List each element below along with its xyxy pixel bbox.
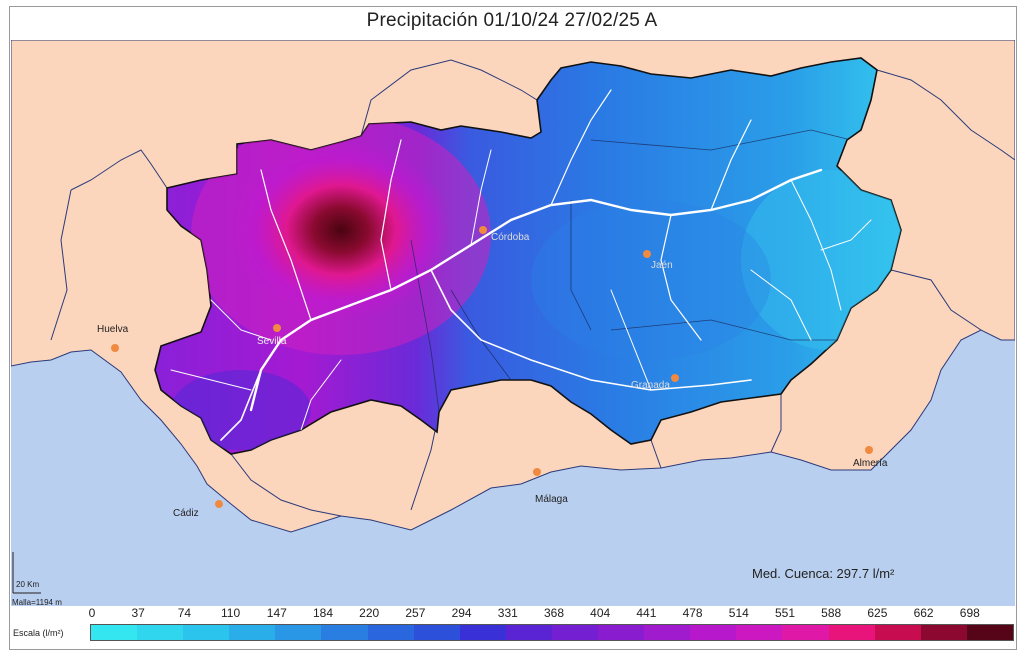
- legend-value: 441: [636, 606, 657, 620]
- city-cadiz[interactable]: Cádiz: [173, 500, 223, 519]
- scale-km-label: 20 Km: [16, 580, 40, 589]
- legend-value: 294: [451, 606, 472, 620]
- legend-swatch: [920, 625, 967, 640]
- precipitation-basin: [154, 57, 902, 455]
- legend-color-bar: [90, 624, 1014, 641]
- city-sevilla[interactable]: Sevilla: [257, 324, 287, 347]
- city-label-granada: Granada: [631, 380, 670, 391]
- legend-swatch: [413, 625, 460, 640]
- legend-value: 184: [312, 606, 334, 620]
- city-label-malaga: Málaga: [535, 494, 568, 505]
- legend-value: 551: [774, 606, 796, 620]
- legend-value: 698: [959, 606, 980, 620]
- legend-value: 37: [131, 606, 145, 620]
- city-label-sevilla: Sevilla: [257, 336, 287, 347]
- legend-value: 220: [359, 606, 380, 620]
- city-label-almeria: Almería: [853, 458, 888, 469]
- legend-swatch: [966, 625, 1013, 640]
- legend-swatch: [551, 625, 599, 640]
- city-cordoba[interactable]: Córdoba: [479, 226, 530, 243]
- legend-value: 331: [497, 606, 518, 620]
- scale-bar: [12, 552, 41, 594]
- legend-value: 662: [913, 606, 934, 620]
- legend-value: 0: [88, 606, 96, 620]
- legend-swatch: [828, 625, 875, 640]
- legend-swatch: [183, 625, 230, 640]
- legend-value: 404: [590, 606, 611, 620]
- city-label-cordoba: Córdoba: [491, 232, 530, 243]
- legend-value: 514: [728, 606, 749, 620]
- legend-value: 74: [177, 606, 192, 620]
- map-area: Huelva Sevilla Córdoba Jaén Granada Alme…: [11, 40, 1015, 606]
- legend-swatch: [505, 625, 552, 640]
- legend-title: Escala (l/m²): [13, 628, 64, 638]
- province-borders: [50, 59, 1015, 517]
- city-label-cadiz: Cádiz: [173, 508, 199, 519]
- map-title: Precipitación 01/10/24 27/02/25 A: [366, 10, 658, 31]
- legend-swatch: [459, 625, 506, 640]
- legend-swatch: [874, 625, 921, 640]
- legend-value: 257: [405, 606, 426, 620]
- city-label-jaen: Jaén: [651, 260, 673, 271]
- city-almeria[interactable]: Almería: [853, 446, 888, 469]
- city-huelva[interactable]: Huelva: [97, 324, 129, 352]
- legend-swatch: [229, 625, 276, 640]
- city-markers: Huelva Sevilla Córdoba Jaén Granada Alme…: [97, 226, 888, 519]
- legend-value: 588: [821, 606, 842, 620]
- city-label-huelva: Huelva: [97, 324, 129, 335]
- legend-swatch: [690, 625, 737, 640]
- legend-swatch: [137, 625, 184, 640]
- legend-value: 110: [221, 606, 241, 620]
- legend-swatch: [736, 625, 783, 640]
- legend-swatch: [275, 625, 322, 640]
- scale-malla-label: Malla=1194 m: [12, 598, 62, 607]
- legend-swatch: [782, 625, 829, 640]
- basin-mean-label: Med. Cuenca: 297.7 l/m²: [752, 566, 895, 581]
- map-svg: Huelva Sevilla Córdoba Jaén Granada Alme…: [11, 40, 1015, 606]
- city-malaga[interactable]: Málaga: [533, 468, 568, 505]
- legend-swatch: [598, 625, 645, 640]
- city-granada[interactable]: Granada: [631, 374, 679, 391]
- rivers: [170, 89, 872, 441]
- legend-swatch: [644, 625, 691, 640]
- legend-value: 147: [266, 606, 287, 620]
- legend-value: 368: [543, 606, 565, 620]
- legend-swatch: [367, 625, 414, 640]
- legend-swatch: [91, 625, 138, 640]
- city-jaen[interactable]: Jaén: [643, 250, 673, 271]
- legend-value: 478: [682, 606, 703, 620]
- legend-value: 625: [867, 606, 888, 620]
- legend-values: 0 37 74 110 147 184 220 257 294 331 368 404 441 478 51…: [88, 606, 1012, 622]
- legend-swatch: [321, 625, 368, 640]
